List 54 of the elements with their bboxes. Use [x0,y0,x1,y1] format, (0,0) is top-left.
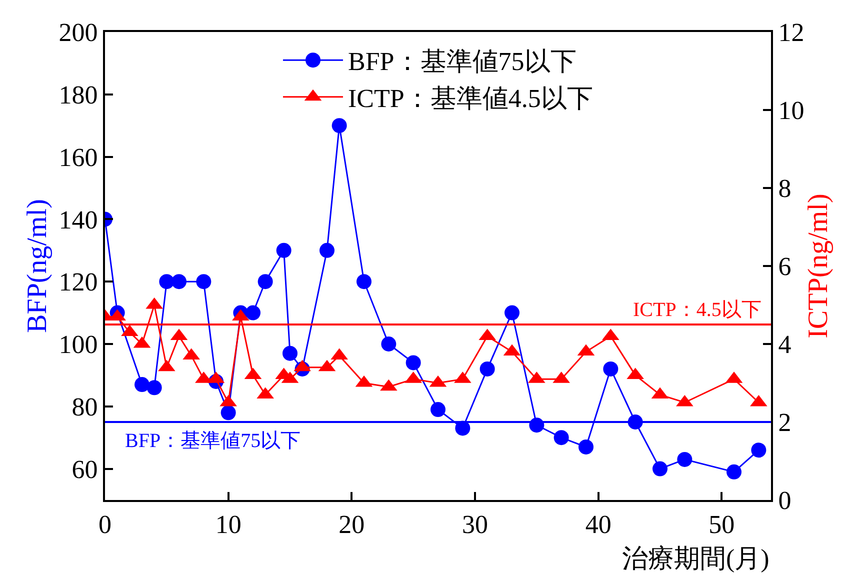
y2-tick-label: 4 [778,330,792,360]
legend-label: BFP：基準値75以下 [348,47,576,76]
x-tick-label: 50 [708,510,735,540]
point [276,242,292,258]
y2-tick-label: 2 [778,408,792,438]
point [554,430,569,446]
point [220,405,236,420]
point [146,380,162,396]
point [332,118,347,134]
point [356,274,372,290]
point [381,336,396,352]
y-tick-label: 80 [72,392,98,422]
point [134,377,150,392]
y2-tick-label: 8 [778,174,792,204]
y-tick-label: 160 [58,142,98,172]
y-tick-label: 140 [58,205,98,234]
x-tick-label: 10 [215,510,242,540]
point [258,274,273,290]
ref-line-label: ICTP：4.5以下 [633,299,762,321]
point [172,274,186,290]
point [603,361,618,376]
y-tick-label: 60 [72,454,98,484]
point [726,464,742,480]
x-tick-label: 20 [338,510,365,540]
y2-tick-label: 12 [778,18,804,48]
point [246,305,260,320]
x-tick-label: 0 [98,510,112,540]
y-tick-label: 180 [58,80,98,110]
point [320,242,334,258]
y2-tick-label: 6 [778,252,792,282]
y2-tick-label: 10 [778,96,804,126]
point [282,346,298,361]
y-tick-label: 100 [58,330,98,360]
ref-line-label: BFP：基準値75以下 [125,430,301,452]
legend-label: ICTP：基準値4.5以下 [348,84,593,114]
x-tick-label: 40 [585,510,612,540]
point [430,402,446,418]
y-tick-label: 120 [58,268,98,297]
x-tick-label: 30 [462,510,488,540]
point [406,355,421,370]
point [751,442,766,458]
point [677,452,692,467]
point [480,361,495,376]
point [455,420,470,436]
y-tick-label: 200 [58,18,98,48]
x-axis-title: 治療期間(月) [622,544,770,573]
y2-axis-title: ICTP(ng/ml) [802,194,834,338]
point [159,274,174,290]
point [578,439,594,454]
point [504,305,520,320]
y2-tick-label: 0 [778,486,792,516]
y-axis-title: BFP(ng/ml) [22,199,53,333]
point [652,461,668,476]
point [196,274,212,290]
